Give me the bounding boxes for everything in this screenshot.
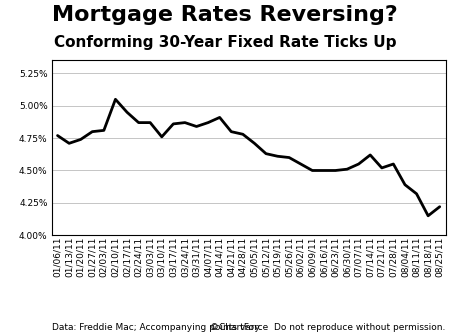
Text: Data: Freddie Mac; Accompanying points vary.: Data: Freddie Mac; Accompanying points v… xyxy=(52,323,261,332)
Text: Mortgage Rates Reversing?: Mortgage Rates Reversing? xyxy=(52,5,398,25)
Text: Conforming 30-Year Fixed Rate Ticks Up: Conforming 30-Year Fixed Rate Ticks Up xyxy=(54,35,396,50)
Text: ©ChartForce  Do not reproduce without permission.: ©ChartForce Do not reproduce without per… xyxy=(210,323,446,332)
